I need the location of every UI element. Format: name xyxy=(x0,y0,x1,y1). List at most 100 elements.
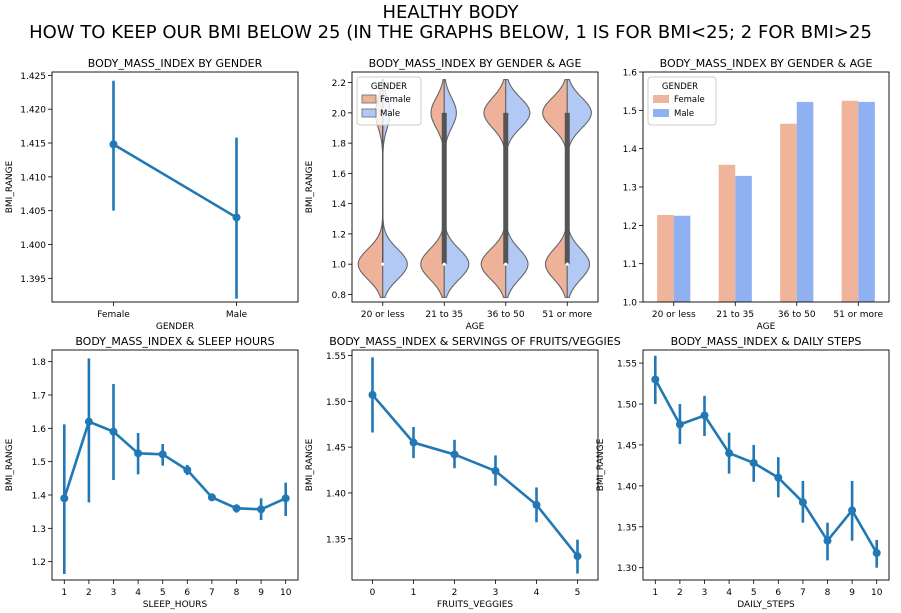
y-tick-label: 1.6 xyxy=(332,170,347,180)
subplot-title: BODY_MASS_INDEX BY GENDER & AGE xyxy=(369,57,582,70)
x-tick-label: Female xyxy=(97,310,130,320)
data-point xyxy=(134,449,143,458)
y-tick-label: 1.2 xyxy=(32,558,46,568)
data-point xyxy=(872,548,881,557)
x-tick-label: 21 to 35 xyxy=(425,310,463,320)
x-tick-label: 3 xyxy=(493,588,499,598)
legend-swatch-female xyxy=(361,94,377,104)
x-tick-label: 9 xyxy=(849,588,855,598)
data-point xyxy=(532,500,541,509)
y-tick-label: 1.415 xyxy=(20,140,46,150)
y-tick-label: 1.3 xyxy=(32,525,46,535)
y-tick-label: 1.400 xyxy=(20,241,46,251)
x-tick-label: 1 xyxy=(61,588,67,598)
figure-subtitle: HOW TO KEEP OUR BMI BELOW 25 (IN THE GRA… xyxy=(29,22,872,43)
y-tick-label: 1.425 xyxy=(20,72,46,82)
x-tick-label: 7 xyxy=(800,588,806,598)
x-tick-label: 2 xyxy=(452,588,458,598)
bar-female xyxy=(841,100,859,302)
y-tick-label: 1.30 xyxy=(617,564,637,574)
axes-frame xyxy=(642,349,890,581)
legend-swatch xyxy=(653,109,669,117)
data-point xyxy=(368,390,377,399)
y-tick-label: 1.405 xyxy=(20,207,46,217)
y-axis-label: BMI_RANGE xyxy=(305,160,315,213)
legend: GENDER Female Male xyxy=(356,76,422,126)
y-tick-label: 1.55 xyxy=(617,360,637,370)
subplot-title: BODY_MASS_INDEX & SERVINGS OF FRUITS/VEG… xyxy=(329,335,620,348)
axes-frame xyxy=(351,349,599,581)
data-point xyxy=(573,552,582,561)
data-point xyxy=(491,466,500,475)
series-line xyxy=(112,143,238,219)
x-tick-label: 3 xyxy=(702,588,708,598)
subplot-2: BODY_MASS_INDEX BY GENDER & AGE AGE BMI_RA… xyxy=(305,57,599,332)
y-axis-label: BMI_RANGE xyxy=(305,438,315,491)
violin-median xyxy=(442,262,446,266)
x-tick-label: 9 xyxy=(258,588,264,598)
violin-female xyxy=(480,79,507,299)
bar-male xyxy=(735,175,752,302)
axes-frame xyxy=(51,71,299,303)
y-tick-label: 1.35 xyxy=(617,523,637,533)
y-tick-label: 1.1 xyxy=(623,260,637,270)
legend-title: GENDER xyxy=(371,82,407,92)
y-tick-label: 1.45 xyxy=(617,441,637,451)
data-point xyxy=(109,140,118,149)
x-tick-label: 3 xyxy=(111,588,117,598)
legend-swatch xyxy=(653,95,669,103)
x-tick-label: 10 xyxy=(871,588,883,598)
y-tick-label: 0.8 xyxy=(332,291,347,301)
y-tick-label: 1.40 xyxy=(326,489,346,499)
x-tick-label: 4 xyxy=(534,588,540,598)
y-tick-label: 2.0 xyxy=(332,109,347,119)
data-point xyxy=(675,420,684,429)
legend-label-male: Male xyxy=(380,109,400,119)
violin-male xyxy=(443,79,470,299)
x-tick-label: 4 xyxy=(726,588,732,598)
y-tick-label: 1.395 xyxy=(20,275,46,285)
y-tick-label: 1.6 xyxy=(32,425,47,435)
x-tick-label: 51 or more xyxy=(542,310,592,320)
subplot-1: BODY_MASS_INDEX BY GENDER GENDER BMI_RANGE… xyxy=(5,57,299,332)
x-axis-label: DAILY_STEPS xyxy=(737,600,795,610)
x-tick-label: 5 xyxy=(751,588,757,598)
x-tick-label: 7 xyxy=(209,588,215,598)
x-tick-label: 6 xyxy=(184,588,190,598)
subplot-3: BODY_MASS_INDEX BY GENDER & AGE AGE 1.0 1.1… xyxy=(623,57,890,332)
x-tick-label: 6 xyxy=(775,588,781,598)
subplot-4: BODY_MASS_INDEX & SLEEP HOURS SLEEP_HOURS… xyxy=(5,335,299,610)
x-tick-label: 5 xyxy=(575,588,581,598)
x-tick-label: 4 xyxy=(135,588,141,598)
y-tick-label: 1.410 xyxy=(20,173,46,183)
y-tick-label: 1.55 xyxy=(326,352,346,362)
data-point xyxy=(749,458,758,467)
y-tick-label: 1.6 xyxy=(623,69,638,79)
data-point xyxy=(725,449,734,458)
series-line xyxy=(654,378,878,554)
x-tick-label: 36 to 50 xyxy=(487,310,525,320)
subplot-5: BODY_MASS_INDEX & SERVINGS OF FRUITS/VEG… xyxy=(305,335,621,610)
x-tick-label: 21 to 35 xyxy=(716,310,754,320)
legend-label: Female xyxy=(674,95,705,105)
y-tick-label: 1.4 xyxy=(332,200,347,210)
y-axis-label: BMI_RANGE xyxy=(5,160,15,213)
y-tick-label: 1.0 xyxy=(623,299,638,309)
bar-male xyxy=(673,215,691,302)
y-axis-label: BMI_RANGE xyxy=(596,438,606,491)
x-axis-label: SLEEP_HOURS xyxy=(143,600,208,610)
y-tick-label: 1.0 xyxy=(332,261,347,271)
violin-female xyxy=(542,79,568,299)
x-tick-label: 2 xyxy=(86,588,92,598)
x-tick-label: 20 or less xyxy=(652,310,696,320)
subplot-title: BODY_MASS_INDEX BY GENDER xyxy=(88,57,263,70)
violin-box xyxy=(441,112,447,265)
violin-male xyxy=(505,79,531,299)
y-tick-label: 1.5 xyxy=(623,107,637,117)
x-tick-label: 10 xyxy=(280,588,292,598)
data-point xyxy=(109,427,118,436)
data-point xyxy=(450,450,459,459)
data-point xyxy=(183,466,192,474)
violin-median xyxy=(565,262,569,266)
